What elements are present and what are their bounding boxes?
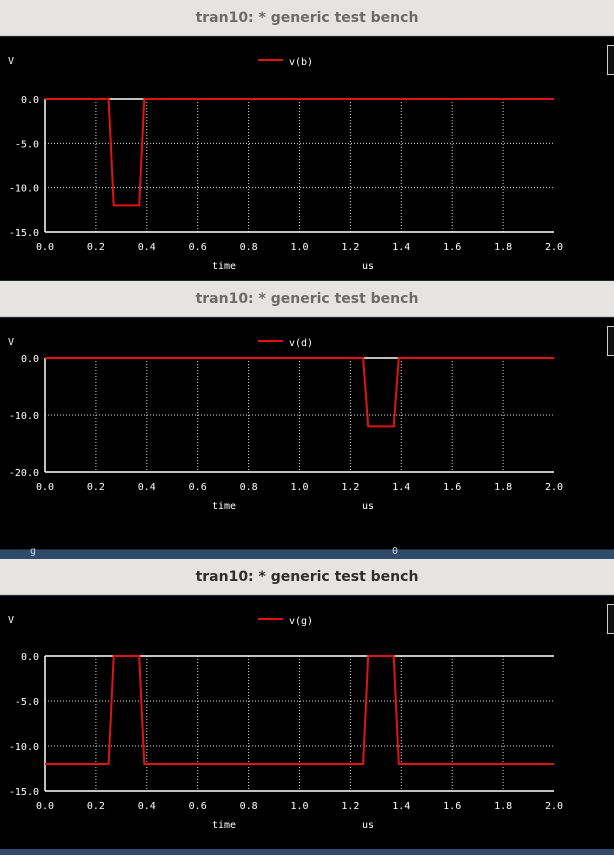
x-axis-label: time xyxy=(212,820,236,831)
background-window-value: 0 xyxy=(392,546,399,557)
series-line-vb xyxy=(45,98,554,207)
y-tick-label: -10.0 xyxy=(9,184,39,195)
y-axis-unit-label: V xyxy=(8,615,14,626)
x-tick-label: 0.0 xyxy=(36,242,54,253)
x-tick-label: 0.0 xyxy=(36,482,54,493)
x-tick-label: 0.4 xyxy=(138,482,156,493)
x-tick-label: 0.4 xyxy=(138,242,156,253)
x-tick-label: 1.8 xyxy=(494,801,512,812)
desktop-strip xyxy=(0,849,614,855)
y-tick-label: -20.0 xyxy=(9,468,39,479)
x-tick-label: 2.0 xyxy=(545,242,563,253)
x-tick-label: 1.6 xyxy=(443,242,461,253)
x-tick-label: 0.8 xyxy=(240,801,258,812)
y-tick-label: -5.0 xyxy=(15,697,39,708)
x-tick-label: 1.8 xyxy=(494,242,512,253)
x-axis-label: time xyxy=(212,261,236,272)
x-tick-label: 1.2 xyxy=(341,801,359,812)
x-tick-label: 1.2 xyxy=(341,242,359,253)
x-axis-unit-label: us xyxy=(362,261,374,272)
y-tick-label: -10.0 xyxy=(9,742,39,753)
x-tick-label: 0.4 xyxy=(138,801,156,812)
x-axis-unit-label: us xyxy=(362,820,374,831)
y-tick-label: -15.0 xyxy=(9,228,39,239)
x-axis-label: time xyxy=(212,501,236,512)
x-tick-label: 1.2 xyxy=(341,482,359,493)
legend-label: v(g) xyxy=(289,616,313,627)
window-titlebar[interactable]: tran10: * generic test bench xyxy=(0,281,614,317)
x-tick-label: 1.6 xyxy=(443,482,461,493)
y-tick-label: -15.0 xyxy=(9,787,39,798)
background-window-strip[interactable]: g 0 xyxy=(0,546,614,560)
x-tick-label: 0.2 xyxy=(87,801,105,812)
x-tick-label: 2.0 xyxy=(545,801,563,812)
legend-label: v(b) xyxy=(289,57,313,68)
x-tick-label: 0.6 xyxy=(189,242,207,253)
y-tick-label: 0.0 xyxy=(21,95,39,106)
y-axis-unit-label: V xyxy=(8,56,14,67)
x-tick-label: 0.2 xyxy=(87,242,105,253)
x-tick-label: 1.8 xyxy=(494,482,512,493)
y-tick-label: -10.0 xyxy=(9,411,39,422)
x-tick-label: 1.4 xyxy=(392,801,410,812)
x-tick-label: 0.6 xyxy=(189,482,207,493)
window-title: tran10: * generic test bench xyxy=(195,290,419,307)
scroll-handle[interactable] xyxy=(607,604,614,634)
y-tick-label: 0.0 xyxy=(21,354,39,365)
window-titlebar[interactable]: tran10: * generic test bench xyxy=(0,559,614,595)
scroll-handle[interactable] xyxy=(607,45,614,75)
x-tick-label: 2.0 xyxy=(545,482,563,493)
x-tick-label: 1.4 xyxy=(392,482,410,493)
x-tick-label: 1.0 xyxy=(290,801,308,812)
background-window-label: g xyxy=(30,546,37,557)
y-tick-label: 0.0 xyxy=(21,652,39,663)
window-title: tran10: * generic test bench xyxy=(195,568,419,585)
x-tick-label: 0.0 xyxy=(36,801,54,812)
x-tick-label: 0.2 xyxy=(87,482,105,493)
x-tick-label: 1.0 xyxy=(290,482,308,493)
y-axis-unit-label: V xyxy=(8,337,14,348)
window-title: tran10: * generic test bench xyxy=(195,9,419,26)
y-tick-label: -5.0 xyxy=(15,139,39,150)
x-tick-label: 0.8 xyxy=(240,482,258,493)
window-titlebar[interactable]: tran10: * generic test bench xyxy=(0,0,614,36)
x-tick-label: 1.0 xyxy=(290,242,308,253)
series-line-vg xyxy=(45,655,554,765)
x-tick-label: 0.6 xyxy=(189,801,207,812)
legend-label: v(d) xyxy=(289,338,313,349)
x-tick-label: 0.8 xyxy=(240,242,258,253)
scroll-handle[interactable] xyxy=(607,326,614,356)
x-tick-label: 1.6 xyxy=(443,801,461,812)
x-axis-unit-label: us xyxy=(362,501,374,512)
series-line-vd xyxy=(45,357,554,428)
x-tick-label: 1.4 xyxy=(392,242,410,253)
